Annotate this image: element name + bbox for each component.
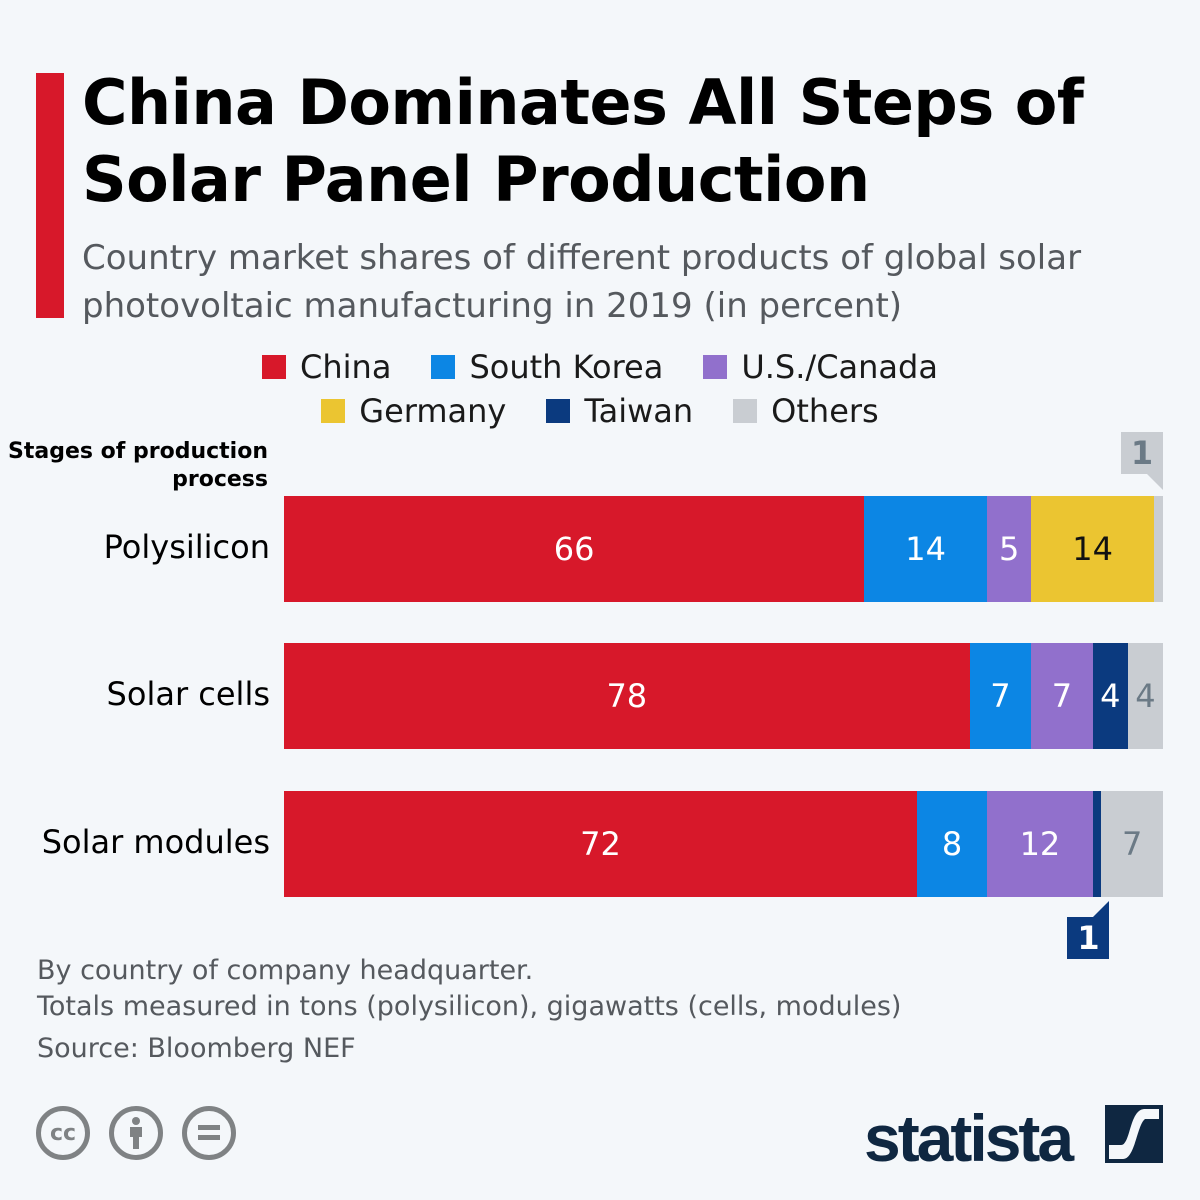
category-label: Polysilicon: [103, 528, 270, 566]
legend-swatch: [703, 355, 728, 379]
bar-segment-u-s-canada: 12: [987, 791, 1093, 897]
bar-segment-taiwan: [1092, 791, 1102, 897]
title-accent-bar: [36, 73, 64, 318]
data-label: 4: [1100, 677, 1121, 715]
data-label: 4: [1135, 677, 1156, 715]
data-label: 14: [905, 530, 946, 568]
statista-logo-mark: [1105, 1105, 1163, 1163]
callout-label: 1: [1067, 917, 1110, 959]
data-label: 8: [941, 825, 963, 863]
bar-segment-u-s-canada: 5: [987, 496, 1032, 602]
cc-icon[interactable]: cc: [36, 1106, 90, 1160]
bar-segment-china: 72: [284, 791, 917, 897]
subtitle: Country market shares of different produ…: [82, 238, 1082, 326]
nd-icon[interactable]: [182, 1106, 236, 1160]
bar-segment-germany: 14: [1031, 496, 1155, 602]
bar-segment-others: 4: [1127, 643, 1163, 749]
bar-segment-china: 66: [284, 496, 865, 602]
data-label: 14: [1072, 530, 1114, 568]
legend-item: Others: [733, 392, 879, 430]
callout-pointer: [1147, 474, 1163, 490]
page-title: China Dominates All Steps of Solar Panel…: [82, 66, 1084, 216]
callout-label: 1: [1121, 432, 1163, 474]
data-label: 7: [990, 677, 1011, 715]
legend-row-2: Germany Taiwan Others: [0, 392, 1200, 430]
legend-item: Germany: [321, 392, 506, 430]
data-label: 7: [1051, 677, 1073, 715]
legend-item: Taiwan: [546, 392, 693, 430]
bar-segment-china: 78: [284, 643, 970, 749]
note-1: By country of company headquarter.: [37, 955, 534, 986]
bar-segment-others: 7: [1101, 791, 1163, 897]
source-note: Source: Bloomberg NEF: [37, 1033, 356, 1064]
callout-pointer: [1093, 901, 1110, 917]
y-axis-title: Stages of production process: [8, 439, 268, 492]
data-label: 5: [998, 530, 1020, 568]
bar-segment-taiwan: 4: [1092, 643, 1128, 749]
legend-item: China: [262, 348, 391, 386]
legend-item: U.S./Canada: [703, 348, 938, 386]
legend-label: China: [300, 348, 392, 386]
legend-swatch: [546, 399, 571, 423]
data-label: 72: [580, 825, 621, 863]
legend-label: Others: [771, 392, 879, 430]
bar-segment-south-korea: 14: [864, 496, 988, 602]
legend-label: South Korea: [469, 348, 664, 386]
bar-segment-others: [1154, 496, 1163, 602]
by-icon[interactable]: [109, 1106, 163, 1160]
legend-label: Taiwan: [584, 392, 694, 430]
statista-logo[interactable]: statista: [864, 1101, 1074, 1175]
legend-label: U.S./Canada: [741, 348, 938, 386]
legend-row-1: China South Korea U.S./Canada: [0, 348, 1200, 386]
category-label: Solar modules: [41, 823, 270, 861]
legend-swatch: [431, 355, 456, 379]
data-label: 12: [1019, 825, 1061, 863]
note-2: Totals measured in tons (polysilicon), g…: [37, 991, 902, 1022]
legend-swatch: [262, 355, 287, 379]
category-label: Solar cells: [106, 675, 270, 713]
bar-segment-u-s-canada: 7: [1031, 643, 1093, 749]
legend-swatch: [321, 399, 346, 423]
bar-segment-south-korea: 8: [916, 791, 988, 897]
data-label: 7: [1122, 825, 1143, 863]
legend-swatch: [733, 399, 758, 423]
bar-segment-south-korea: 7: [969, 643, 1032, 749]
legend-label: Germany: [359, 392, 507, 430]
data-label: 66: [553, 530, 595, 568]
data-label: 78: [606, 677, 648, 715]
legend-item: South Korea: [431, 348, 663, 386]
